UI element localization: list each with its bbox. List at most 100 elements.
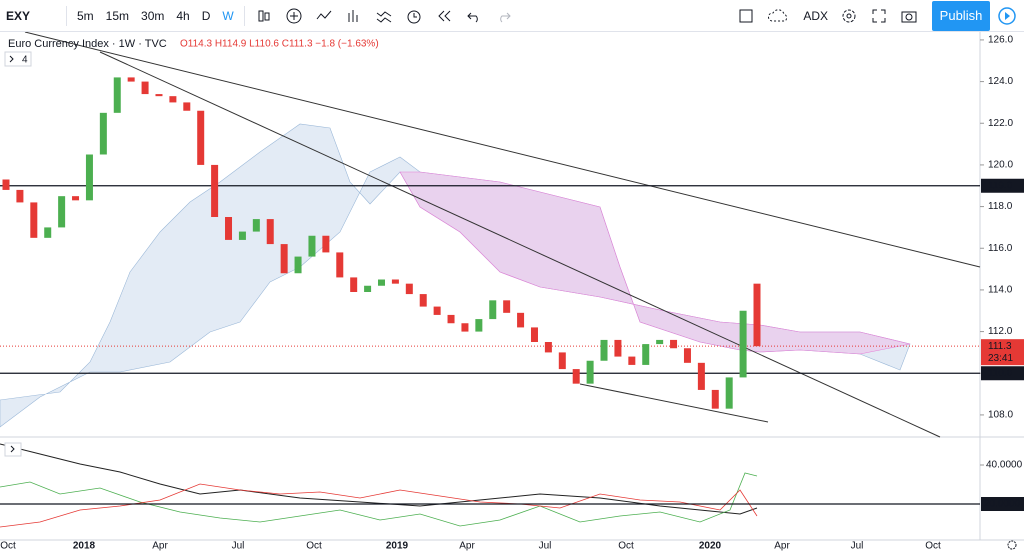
indicator-name[interactable]: ADX [803,8,828,23]
candle [725,377,733,409]
last-price-label: 111.3 [988,341,1012,352]
interval-active[interactable]: W [222,8,234,23]
candle [294,256,302,274]
candle [72,196,80,201]
level-label-bg [981,366,1024,381]
candle [169,96,177,103]
candle [16,189,24,203]
ohlc: O114.3 H114.9 L110.6 C111.3 −1.8 (−1.63%… [180,39,379,50]
interval[interactable]: D [201,8,211,23]
candle [405,283,413,295]
axis-settings-icon[interactable] [1007,540,1017,550]
candle [739,310,747,378]
indicator-toggle[interactable] [4,51,32,67]
candle [711,389,719,409]
y-tick-label: 114.0 [988,285,1013,296]
x-tick-label: Oct [925,541,941,552]
x-tick-label: Oct [0,541,16,552]
symbol[interactable]: EXY [6,8,31,23]
y-tick-label: 122.0 [988,118,1013,129]
publish-button[interactable]: Publish [932,1,990,31]
y-tick-label: 124.0 [988,76,1013,87]
x-tick-label: 2020 [699,541,722,552]
cloud-icon[interactable] [767,7,791,25]
adx-line [0,443,758,515]
redo-icon[interactable] [495,7,513,25]
snapshot-icon[interactable] [900,7,918,25]
level-label: 119.0 [988,180,1013,191]
y-tick-label: 108.0 [988,410,1013,421]
candles-icon[interactable] [255,7,273,25]
undo-icon[interactable] [465,7,483,25]
candle [614,339,622,357]
candle [308,235,316,257]
indicators-icon[interactable] [345,7,363,25]
candle [753,283,761,347]
interval[interactable]: 5m [77,8,94,23]
separator [243,5,245,26]
settings-icon[interactable] [840,7,858,25]
candle [350,277,358,292]
interval[interactable]: 15m [105,8,130,23]
indicator-toggle-icon [9,55,14,63]
candle [44,227,52,238]
candle [266,219,274,245]
level-label-bg [981,497,1024,512]
price-axis-bg [980,32,1024,552]
candle [544,342,552,353]
chart: 4 Euro Currency Index · 1W · TVC O114.3 … [0,32,1024,552]
candle [670,339,678,349]
candle [461,323,469,332]
x-tick-label: Jul [232,541,245,552]
x-tick-label: Apr [774,541,790,552]
candle [252,219,260,232]
candle [586,360,594,384]
replay-icon[interactable] [435,7,453,25]
di-plus-line [0,472,758,527]
candle [517,312,525,328]
trendline [579,383,769,423]
candle [489,300,497,320]
x-tick-label: Apr [152,541,168,552]
x-tick-label: Jul [539,541,552,552]
add-icon[interactable] [285,7,303,25]
level-label: 20.0000 [984,499,1021,510]
toolbar: EXY 5m 15m 30m 4h D W ADX Publish [0,0,1024,32]
y-tick-label: 112.0 [988,326,1013,337]
templates-icon[interactable] [375,7,393,25]
candle [572,369,580,384]
compare-icon[interactable] [315,7,333,25]
separator [66,5,67,26]
candle [155,94,163,97]
candle [238,231,246,240]
candle [2,179,10,190]
candle [225,217,233,240]
y-tick-label: 120.0 [988,160,1013,171]
candle [58,196,66,228]
interval[interactable]: 30m [141,8,165,23]
candle [503,300,511,313]
chart-title: Euro Currency Index · 1W · TVC [8,38,167,50]
candle [85,154,93,201]
interval[interactable]: 4h [176,8,190,23]
candle [99,112,107,155]
candle [211,164,219,217]
candle [141,81,149,95]
alert-icon[interactable] [405,7,423,25]
level-label: 110.0 [988,368,1013,379]
countdown: 23:41 [988,353,1013,364]
cloud-bearish [399,171,911,355]
layout-icon[interactable] [737,7,755,25]
trendline [24,32,981,268]
candle [475,319,483,332]
candle [419,294,427,307]
candle [558,352,566,370]
candle [642,344,650,365]
y-tick-label: 118.0 [988,201,1013,212]
fullscreen-icon[interactable] [870,7,888,25]
pane-toggle-icon [10,445,15,453]
play-button[interactable] [992,1,1022,31]
candle [364,285,372,292]
candle [183,102,191,111]
